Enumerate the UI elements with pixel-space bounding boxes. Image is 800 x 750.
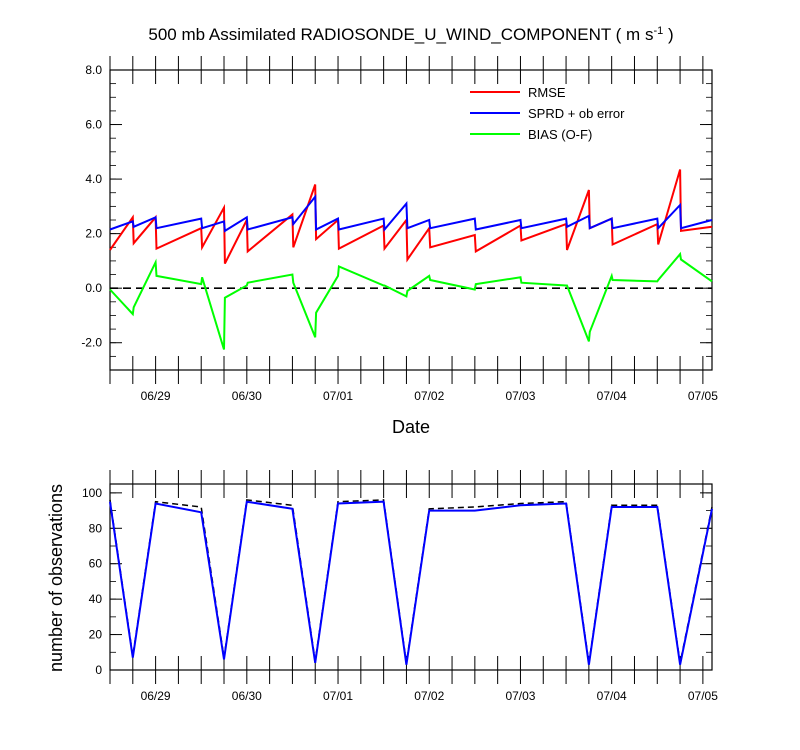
y-tick-label: 40 xyxy=(89,592,103,606)
y-tick-label: 2.0 xyxy=(85,227,102,241)
x-tick-label: 06/30 xyxy=(232,389,262,403)
y-tick-label: 8.0 xyxy=(85,63,102,77)
y-tick-label: 80 xyxy=(89,521,103,535)
x-tick-label: 06/30 xyxy=(232,689,262,703)
observations-used-line xyxy=(109,500,713,665)
y-axis-label: number of observations xyxy=(46,484,66,672)
y-tick-label: 0.0 xyxy=(85,281,102,295)
x-tick-label: 07/05 xyxy=(688,389,718,403)
legend-label: RMSE xyxy=(528,85,566,100)
series-line-1 xyxy=(109,169,713,265)
x-tick-label: 07/05 xyxy=(688,689,718,703)
plot-frame xyxy=(109,483,713,671)
x-tick-label: 07/02 xyxy=(414,389,444,403)
chart-title: 500 mb Assimilated RADIOSONDE_U_WIND_COM… xyxy=(148,25,673,44)
y-tick-label: 20 xyxy=(89,628,103,642)
x-tick-label: 07/03 xyxy=(505,689,535,703)
y-tick-label: 6.0 xyxy=(85,118,102,132)
x-tick-label: 07/01 xyxy=(323,689,353,703)
x-tick-label: 06/29 xyxy=(141,389,171,403)
bottom-chart-panel: 0 20 40 60 80 100 06/29 06/30 07/01 07/02 07/03 07/… xyxy=(46,470,718,703)
y-tick-label: 0 xyxy=(95,663,102,677)
legend-label: SPRD + ob error xyxy=(528,106,625,121)
top-chart-panel: -2.0 0.0 2.0 4.0 6.0 8.0 06/29 06/30 07/01 07/02 0… xyxy=(81,25,718,437)
y-tick-label: 4.0 xyxy=(85,172,102,186)
x-tick-label: 07/01 xyxy=(323,389,353,403)
x-tick-label: 07/03 xyxy=(505,389,535,403)
x-tick-label: 07/02 xyxy=(414,689,444,703)
series-line-3 xyxy=(109,251,713,350)
y-tick-label: 100 xyxy=(82,486,102,500)
series-line-2 xyxy=(109,194,713,233)
x-tick-label: 07/04 xyxy=(597,389,627,403)
x-tick-label: 06/29 xyxy=(141,689,171,703)
x-axis-label: Date xyxy=(392,417,430,437)
y-tick-label: -2.0 xyxy=(81,336,102,350)
legend-label: BIAS (O-F) xyxy=(528,127,592,142)
x-tick-label: 07/04 xyxy=(597,689,627,703)
y-tick-label: 60 xyxy=(89,557,103,571)
